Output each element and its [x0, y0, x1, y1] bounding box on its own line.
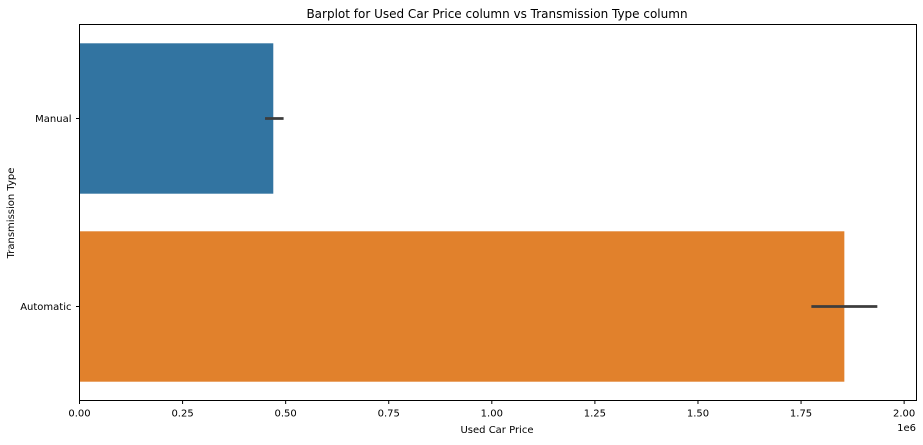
x-tick-label: 1.50 [687, 409, 709, 420]
bar-manual [79, 43, 274, 194]
x-tick-label: 0.25 [171, 409, 193, 420]
x-axis: 0.00 0.25 0.50 0.75 1.00 1.25 1.50 1.75 2.00 [68, 400, 915, 420]
x-tick-label: 1.25 [584, 409, 606, 420]
plot-frame [79, 24, 917, 401]
plot-area [79, 43, 878, 382]
x-tick-label: 1.75 [790, 409, 812, 420]
y-tick-label-manual: Manual [35, 114, 71, 125]
chart-title: Barplot for Used Car Price column vs Tra… [306, 7, 687, 21]
y-tick-label-automatic: Automatic [20, 302, 71, 313]
bar-automatic [79, 231, 845, 382]
x-tick-label: 0.00 [68, 409, 90, 420]
x-tick-label: 1.00 [481, 409, 503, 420]
x-tick-label: 0.75 [378, 409, 400, 420]
x-axis-label: Used Car Price [460, 425, 533, 436]
y-axis: Manual Automatic [20, 114, 80, 313]
x-tick-label: 0.50 [275, 409, 297, 420]
x-tick-label: 2.00 [893, 409, 915, 420]
y-axis-label: Transmission Type [6, 168, 17, 260]
x-axis-offset-label: 1e6 [897, 423, 916, 434]
